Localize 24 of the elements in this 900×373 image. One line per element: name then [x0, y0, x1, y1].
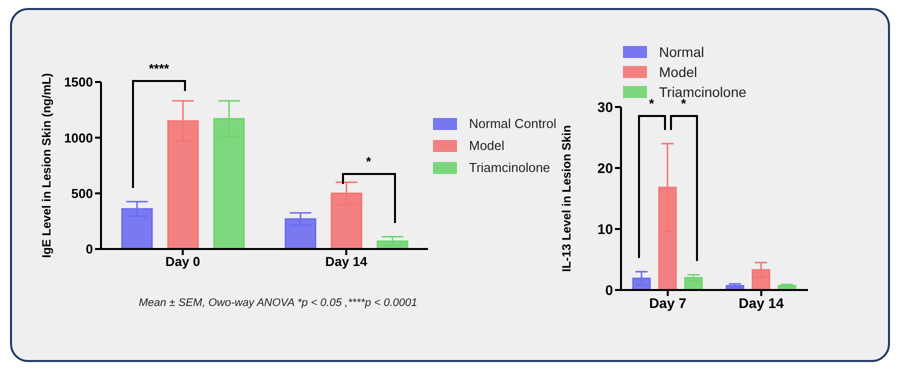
x-tick-label: Day 7 [649, 294, 687, 311]
x-tick-label: Day 14 [738, 294, 784, 311]
legend-label: Model [659, 63, 698, 82]
legend-label: Model [469, 137, 504, 155]
text: **** [148, 60, 170, 77]
y-tick-label: 1500 [64, 74, 93, 90]
y-tick-label: 20 [597, 160, 614, 176]
y-tick-label: 30 [597, 98, 614, 115]
y-tick-label: 500 [71, 186, 93, 201]
x-tick-label: Day 0 [165, 254, 200, 270]
legend-label: Triamcinolone [659, 83, 746, 100]
legend-label: Triamcinolone [469, 159, 550, 177]
y-axis-title: IL-13 Level in Lesion Skin [559, 125, 574, 272]
legend-label: Normal Control [469, 115, 556, 133]
y-tick-label: 0 [605, 282, 614, 298]
annotation: * [648, 96, 654, 111]
annotation: * [364, 154, 372, 170]
y-tick-label: 0 [86, 242, 93, 257]
legend-label: Normal [659, 43, 704, 62]
y-tick-label: 10 [597, 220, 614, 237]
y-tick-label: 1000 [64, 130, 93, 146]
y-axis-title: IgE Level in Lesion Skin (ng/mL) [39, 73, 54, 258]
text: Mean ± SEM, Owo-way ANOVA *p < 0.05 ,****p < 0.0001 [138, 297, 418, 309]
x-tick-label: Day 14 [325, 254, 368, 270]
